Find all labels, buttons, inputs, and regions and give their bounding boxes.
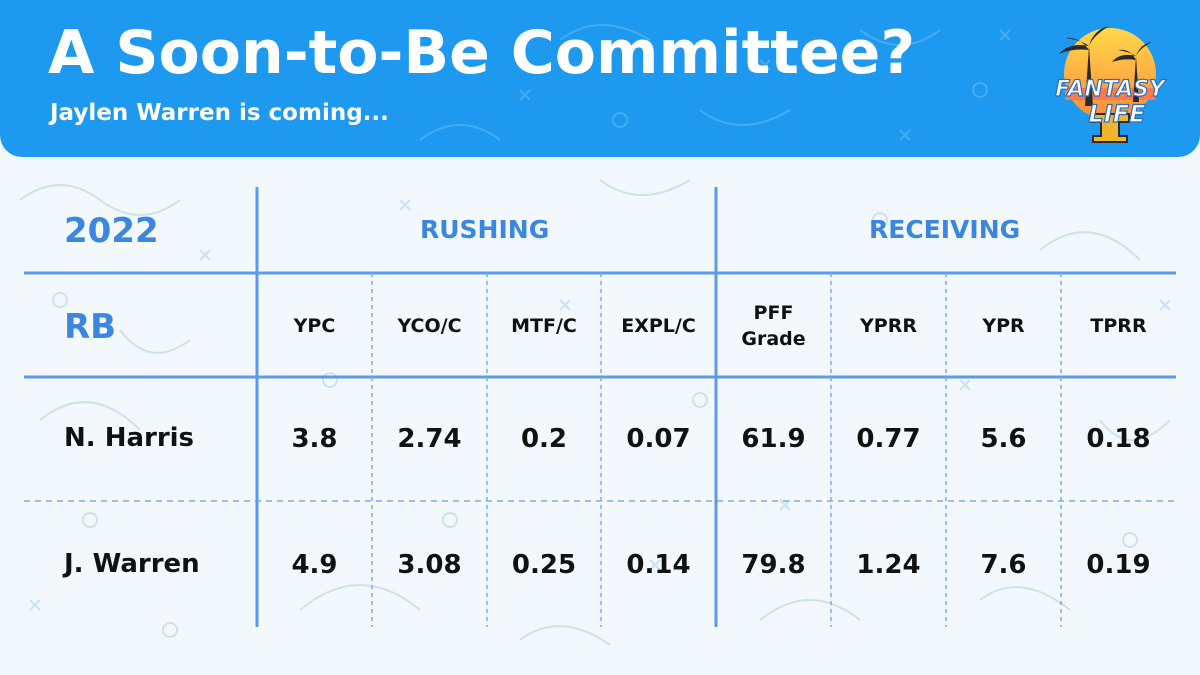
stat-value: 1.24 xyxy=(856,550,921,580)
col-header-ypr: YPR xyxy=(982,315,1025,337)
stat-value: 7.6 xyxy=(980,550,1027,580)
stat-value: 4.9 xyxy=(291,550,338,580)
stat-value: 0.19 xyxy=(1086,550,1151,580)
col-header-expl-c: EXPL/C xyxy=(621,315,696,337)
player-name: J. Warren xyxy=(64,549,200,579)
logo-text-life: LIFE xyxy=(1088,100,1146,128)
header-banner: A Soon-to-Be Committee? Jaylen Warren is… xyxy=(0,0,1200,157)
col-header-tprr: TPRR xyxy=(1090,315,1147,337)
year-label: 2022 xyxy=(64,211,159,251)
stat-value: 0.18 xyxy=(1086,424,1151,454)
table-grid-lines xyxy=(24,187,1176,627)
group-receiving: RECEIVING xyxy=(869,215,1021,244)
stat-value: 0.77 xyxy=(856,424,921,454)
header-pattern xyxy=(419,24,1011,141)
logo-text-fantasy: FANTASY xyxy=(1055,77,1167,102)
stat-value: 0.2 xyxy=(520,424,568,454)
stat-value: 5.6 xyxy=(980,424,1027,454)
col-header-yprr: YPRR xyxy=(860,315,917,337)
stat-value: 2.74 xyxy=(397,424,462,454)
col-header-yco-c: YCO/C xyxy=(397,315,462,337)
page-subtitle: Jaylen Warren is coming... xyxy=(50,100,389,126)
col-header-pff-grade: PFF Grade xyxy=(741,302,806,350)
stat-value: 3.08 xyxy=(397,550,462,580)
stat-value: 79.8 xyxy=(741,550,806,580)
stats-table: 2022 RB RUSHING RECEIVING YPC YCO/C MTF/… xyxy=(0,157,1200,675)
position-label: RB xyxy=(64,307,117,347)
stat-value: 61.9 xyxy=(741,424,806,454)
stat-value: 0.14 xyxy=(626,550,691,580)
page-title: A Soon-to-Be Committee? xyxy=(48,18,916,88)
fantasy-life-logo: FANTASY LIFE xyxy=(1055,26,1168,143)
col-header-ypc: YPC xyxy=(293,315,336,337)
stat-value: 3.8 xyxy=(291,424,338,454)
player-name: N. Harris xyxy=(64,423,195,453)
stat-value: 0.07 xyxy=(626,424,691,454)
group-rushing: RUSHING xyxy=(420,215,550,244)
col-header-mtf-c: MTF/C xyxy=(511,315,577,337)
stat-value: 0.25 xyxy=(511,550,577,580)
